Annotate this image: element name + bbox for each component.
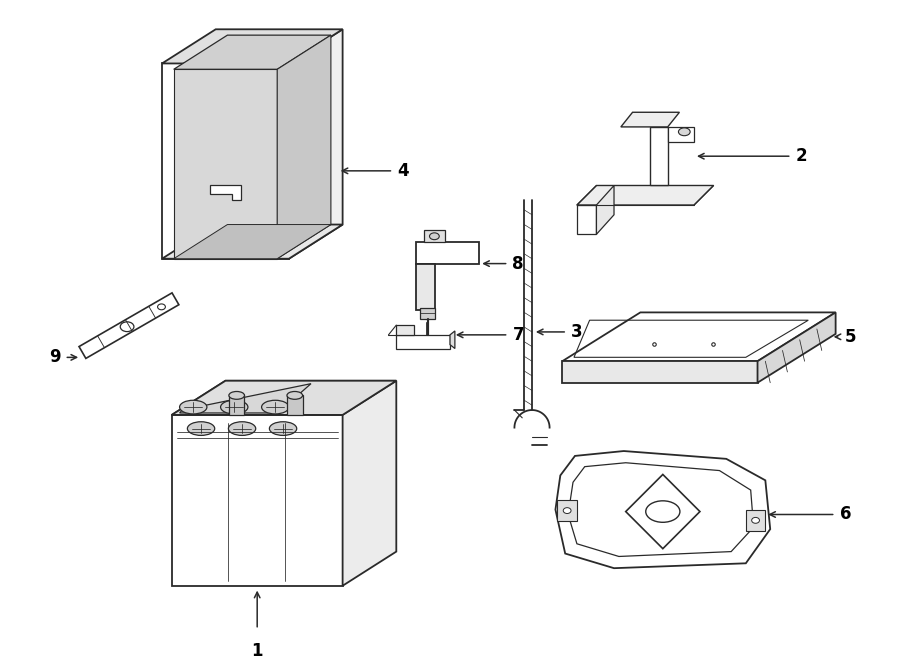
Ellipse shape bbox=[121, 322, 134, 332]
Polygon shape bbox=[562, 361, 758, 383]
Polygon shape bbox=[555, 451, 770, 568]
Polygon shape bbox=[174, 225, 331, 258]
Polygon shape bbox=[450, 331, 454, 348]
Ellipse shape bbox=[187, 422, 215, 436]
Polygon shape bbox=[621, 112, 680, 127]
Ellipse shape bbox=[752, 518, 760, 524]
Polygon shape bbox=[396, 335, 450, 348]
Ellipse shape bbox=[645, 501, 680, 522]
Ellipse shape bbox=[229, 422, 256, 436]
Polygon shape bbox=[562, 313, 835, 361]
Polygon shape bbox=[758, 313, 835, 383]
Polygon shape bbox=[162, 29, 343, 63]
Polygon shape bbox=[180, 383, 311, 413]
Ellipse shape bbox=[429, 233, 439, 240]
Ellipse shape bbox=[158, 304, 166, 310]
Text: 4: 4 bbox=[397, 162, 409, 180]
Polygon shape bbox=[557, 500, 577, 522]
Polygon shape bbox=[229, 395, 245, 415]
Polygon shape bbox=[174, 35, 331, 69]
Polygon shape bbox=[668, 127, 694, 141]
Polygon shape bbox=[416, 242, 480, 264]
Ellipse shape bbox=[262, 401, 289, 414]
Text: 5: 5 bbox=[844, 328, 856, 346]
Text: 8: 8 bbox=[512, 254, 524, 272]
Polygon shape bbox=[277, 35, 331, 258]
Ellipse shape bbox=[287, 391, 302, 399]
Ellipse shape bbox=[229, 391, 245, 399]
Polygon shape bbox=[79, 293, 179, 358]
Polygon shape bbox=[172, 381, 396, 415]
Polygon shape bbox=[162, 225, 343, 258]
Ellipse shape bbox=[679, 128, 690, 136]
Text: 1: 1 bbox=[251, 642, 263, 660]
Polygon shape bbox=[172, 415, 343, 586]
Text: 3: 3 bbox=[572, 323, 582, 341]
Ellipse shape bbox=[180, 401, 207, 414]
Polygon shape bbox=[424, 231, 446, 242]
Polygon shape bbox=[650, 127, 668, 186]
Polygon shape bbox=[746, 510, 765, 531]
Polygon shape bbox=[287, 395, 302, 415]
Polygon shape bbox=[416, 264, 436, 311]
Polygon shape bbox=[396, 325, 414, 335]
Polygon shape bbox=[343, 381, 396, 586]
Polygon shape bbox=[172, 381, 396, 415]
Text: 6: 6 bbox=[840, 506, 851, 524]
Polygon shape bbox=[597, 186, 614, 234]
Ellipse shape bbox=[563, 508, 572, 514]
Ellipse shape bbox=[220, 401, 248, 414]
Text: 9: 9 bbox=[49, 348, 60, 366]
Polygon shape bbox=[577, 205, 597, 234]
Text: 2: 2 bbox=[796, 147, 807, 165]
Polygon shape bbox=[289, 29, 343, 258]
Polygon shape bbox=[174, 69, 277, 258]
Polygon shape bbox=[419, 307, 436, 319]
Polygon shape bbox=[577, 186, 714, 205]
Ellipse shape bbox=[269, 422, 297, 436]
Polygon shape bbox=[162, 63, 289, 258]
Text: 7: 7 bbox=[512, 326, 524, 344]
Polygon shape bbox=[211, 184, 241, 200]
